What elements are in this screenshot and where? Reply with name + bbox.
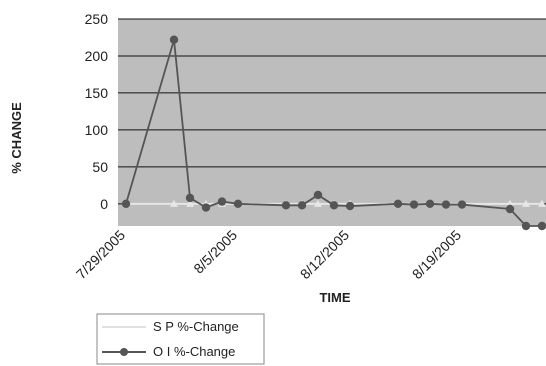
data-point (537, 221, 546, 231)
y-axis-title: % CHANGE (9, 102, 24, 174)
data-point (297, 201, 307, 210)
data-point (345, 201, 355, 211)
x-tick-label: 8/19/2005 (409, 227, 465, 283)
x-tick-label: 8/12/2005 (297, 227, 353, 283)
legend-item-oi: O I %-Change (102, 344, 235, 359)
y-tick-label: 150 (85, 85, 109, 101)
data-point (506, 199, 514, 207)
data-point (314, 199, 322, 207)
data-point (441, 200, 451, 209)
data-point (457, 200, 467, 209)
data-point (170, 199, 178, 207)
y-tick-label: 50 (92, 159, 108, 175)
y-tick-label: 250 (85, 11, 109, 27)
data-point (522, 199, 530, 207)
series-oi (121, 35, 546, 231)
x-tick-label: 8/5/2005 (190, 227, 240, 277)
data-point (121, 199, 131, 209)
legend: S P %-Change O I %-Change (96, 313, 265, 365)
data-point (521, 221, 531, 231)
legend-item-sp: S P %-Change (102, 319, 239, 334)
y-tick-label: 100 (85, 122, 109, 138)
data-point (185, 193, 195, 203)
data-point (169, 35, 179, 44)
data-point (329, 201, 339, 210)
data-point (201, 203, 211, 212)
x-axis-title: TIME (319, 290, 350, 305)
y-tick-label: 0 (100, 196, 108, 212)
legend-label-sp: S P %-Change (153, 319, 239, 334)
data-point (538, 199, 546, 207)
data-point (281, 201, 291, 210)
data-point (186, 199, 194, 207)
legend-marker-oi (120, 348, 128, 356)
series-layer (121, 35, 546, 231)
y-tick-label: 200 (85, 48, 109, 64)
data-point (217, 197, 227, 206)
data-point (409, 200, 419, 209)
data-point (425, 199, 435, 209)
data-point (393, 199, 403, 209)
x-tick-label: 7/29/2005 (73, 227, 129, 283)
x-axis-ticks: 7/29/2005 8/5/2005 8/12/2005 8/19/2005 (73, 227, 465, 283)
legend-label-oi: O I %-Change (153, 344, 235, 359)
y-axis-ticks: 0 50 100 150 200 250 (85, 11, 109, 212)
data-point (505, 204, 515, 214)
data-point (313, 190, 323, 200)
data-point (233, 199, 243, 209)
